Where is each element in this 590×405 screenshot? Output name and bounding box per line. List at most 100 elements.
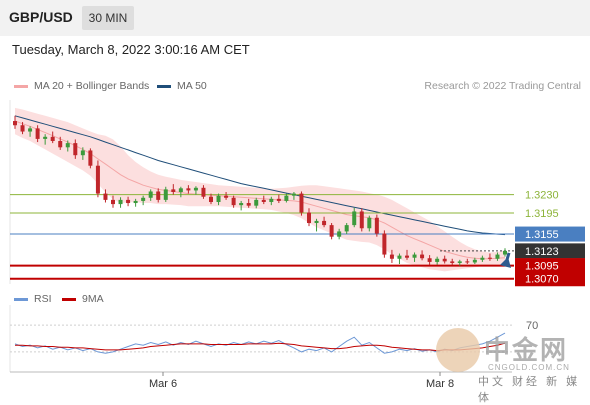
ma20-legend-label: MA 20 + Bollinger Bands [34, 80, 150, 92]
rsi-ma-legend-label: 9MA [82, 293, 104, 305]
candle-body [201, 187, 206, 197]
bollinger-band [15, 107, 505, 272]
rsi-swatch [14, 297, 28, 301]
down-arrow-head [500, 257, 511, 268]
candle-body [171, 189, 176, 192]
candle-body [374, 217, 379, 234]
candle-body [495, 254, 500, 259]
rsi-line [14, 332, 506, 354]
candle-body [95, 165, 100, 194]
candle-body [126, 199, 131, 204]
candle-body [118, 199, 123, 205]
candle-body [20, 125, 25, 132]
candle-body [480, 257, 485, 260]
candle-body [88, 150, 93, 166]
candle-body [156, 191, 161, 200]
watermark: 中金网 CNGOLD.COM.CN 中文 财经 新 媒 体 [436, 328, 586, 404]
candle-body [457, 261, 462, 263]
candle-body [246, 203, 251, 206]
level-label-1.3230: 1.3230 [525, 190, 559, 202]
candle-body [450, 261, 455, 263]
candle-body [284, 195, 289, 201]
candle-body [322, 220, 327, 226]
candle-body [239, 203, 244, 206]
pair-title: GBP/USD [9, 9, 73, 25]
ma50-legend-label: MA 50 [177, 80, 207, 92]
candle-body [307, 212, 311, 224]
rsi-legend: RSI [14, 293, 52, 305]
candle-body [216, 195, 221, 202]
level-label-1.3195: 1.3195 [525, 208, 559, 220]
candle-body [427, 258, 432, 262]
candle-body [352, 211, 357, 226]
timeframe-button[interactable]: 30 MIN [82, 6, 134, 30]
level-label-1.3123: 1.3123 [525, 246, 559, 258]
rsi-tick-70: 70 [526, 320, 538, 332]
candle-body [141, 197, 146, 201]
candle-body [133, 200, 138, 204]
candle-body [397, 255, 402, 259]
candle-body [420, 254, 425, 259]
candle-body [435, 258, 440, 262]
x-tick-label: Mar 8 [426, 378, 454, 390]
candle-body [254, 199, 259, 206]
candle-body [299, 193, 304, 213]
candle-body [382, 233, 387, 255]
candle-body [314, 220, 319, 224]
candle-body [389, 254, 394, 259]
candle-body [503, 250, 507, 255]
level-box-1.3123 [515, 243, 585, 259]
ma20-swatch [14, 84, 28, 88]
candle-body [261, 199, 266, 202]
research-credit: Research © 2022 Trading Central [424, 80, 581, 92]
candle-body [291, 193, 296, 196]
candle-body [103, 193, 108, 200]
candle-body [412, 254, 417, 258]
watermark-cn: 中金网 [484, 335, 569, 365]
candle-body [329, 225, 334, 237]
candle-body [163, 189, 168, 200]
candle-body [111, 199, 115, 205]
ma50-swatch [157, 84, 171, 88]
candle-body [487, 257, 492, 259]
candle-body [148, 191, 153, 198]
candle-body [269, 198, 274, 202]
ma50-line [14, 115, 506, 236]
candle-body [359, 211, 364, 229]
candle-body [178, 188, 183, 192]
candle-body [337, 231, 342, 237]
candle-body [209, 196, 213, 202]
candle-body [465, 261, 470, 263]
chart-datetime: Tuesday, March 8, 2022 3:00:16 AM CET [12, 42, 250, 57]
rsi-ma-swatch [62, 297, 76, 301]
candle-body [73, 143, 78, 156]
zhongjin-logo-icon [436, 328, 480, 372]
candle-body [231, 197, 236, 206]
ma20-legend: MA 20 + Bollinger Bands [14, 80, 149, 92]
candle-body [43, 136, 48, 139]
candle-body [224, 195, 229, 198]
level-box-1.3070 [515, 271, 585, 287]
candle-body [65, 143, 70, 148]
x-tick-label: Mar 6 [149, 378, 177, 390]
level-box-1.3095 [515, 258, 585, 274]
watermark-en: CNGOLD.COM.CN [488, 363, 570, 372]
candle-body [80, 150, 85, 156]
header-bar: GBP/USD 30 MIN [0, 0, 590, 36]
level-label-1.3155: 1.3155 [525, 229, 559, 241]
rsi-panel: 70 Mar 6 Mar 8 [9, 305, 538, 390]
candle-body [28, 128, 33, 132]
rsi-ma-legend: 9MA [62, 293, 104, 305]
level-box-1.3155 [515, 226, 585, 242]
level-label-1.3070: 1.3070 [525, 274, 559, 286]
candle-body [193, 187, 198, 191]
candle-body [472, 259, 477, 263]
watermark-sub: 中文 财经 新 媒 体 [478, 376, 581, 404]
candle-body [50, 136, 55, 142]
rsi-legend-label: RSI [34, 293, 52, 305]
ma50-legend: MA 50 [157, 80, 207, 92]
candle-body [367, 217, 372, 229]
level-label-1.3095: 1.3095 [525, 261, 559, 273]
